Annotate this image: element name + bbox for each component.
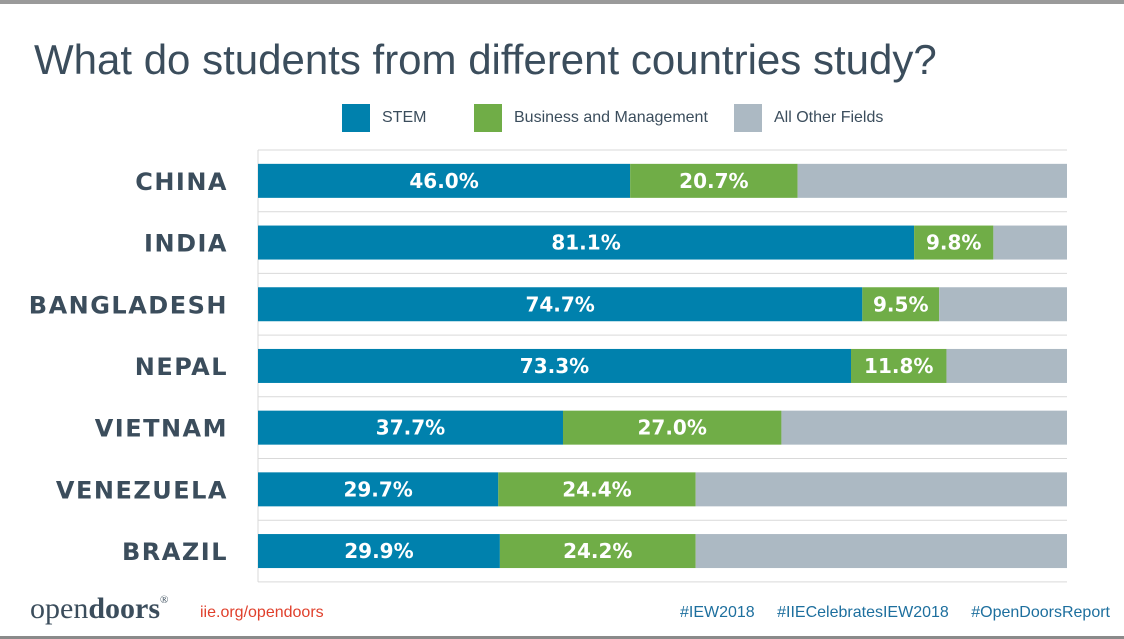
bar-business-and-management-china [630,163,798,198]
category-label-bangladesh: BANGLADESH [29,291,228,319]
value-label-business-and-management-india: 9.8% [926,231,981,255]
bar-stem-china [258,163,631,198]
value-label-stem-vietnam: 37.7% [376,416,445,440]
bar-stem-venezuela [258,472,499,507]
bottom-rule [0,636,1124,639]
legend-swatch-business [474,104,502,132]
chart-title: What do students from different countrie… [34,36,937,83]
legend-swatch-stem [342,104,370,132]
bar-business-and-management-brazil [499,534,696,569]
bar-all-other-fields-india [993,225,1067,260]
value-label-stem-brazil: 29.9% [344,539,413,563]
bar-business-and-management-india [914,225,994,260]
hashtag-iie-celebrates[interactable]: #IIECelebratesIEW2018 [777,604,949,621]
value-label-business-and-management-brazil: 24.2% [563,539,632,563]
bar-stem-nepal [258,348,851,383]
bar-business-and-management-bangladesh [862,287,940,322]
bar-all-other-fields-vietnam [781,410,1067,445]
legend-label-other: All Other Fields [774,109,884,126]
value-label-stem-india: 81.1% [551,231,620,255]
category-label-nepal: NEPAL [135,353,228,381]
value-label-stem-bangladesh: 74.7% [525,292,594,316]
legend-item-stem: STEM [342,104,426,132]
value-label-business-and-management-nepal: 11.8% [864,354,933,378]
bar-all-other-fields-brazil [695,534,1067,569]
top-rule [0,0,1124,4]
bar-stem-brazil [258,534,500,569]
bar-stem-bangladesh [258,287,863,322]
hashtags: #IEW2018 #IIECelebratesIEW2018 #OpenDoor… [662,604,1110,622]
bar-stem-india [258,225,915,260]
value-label-business-and-management-vietnam: 27.0% [638,416,707,440]
bar-business-and-management-nepal [850,348,947,383]
value-label-business-and-management-venezuela: 24.4% [562,477,631,501]
bar-all-other-fields-venezuela [695,472,1067,507]
bar-stem-vietnam [258,410,563,445]
bar-business-and-management-venezuela [498,472,696,507]
category-label-vietnam: VIETNAM [95,415,228,443]
legend-item-business: Business and Management [474,104,708,132]
bar-business-and-management-vietnam [562,410,782,445]
legend-label-business: Business and Management [514,109,708,126]
category-label-china: CHINA [135,168,228,196]
value-label-business-and-management-china: 20.7% [679,169,748,193]
legend-swatch-other [734,104,762,132]
bar-all-other-fields-nepal [946,348,1067,383]
legend: STEM Business and Management All Other F… [0,104,1124,134]
category-label-brazil: BRAZIL [122,538,228,566]
value-label-stem-nepal: 73.3% [520,354,589,378]
bar-all-other-fields-bangladesh [939,287,1067,322]
site-link[interactable]: iie.org/opendoors [200,604,324,621]
bar-all-other-fields-china [797,163,1067,198]
value-label-business-and-management-bangladesh: 9.5% [873,292,928,316]
hashtag-iew2018[interactable]: #IEW2018 [679,604,755,621]
hashtag-opendoors-report[interactable]: #OpenDoorsReport [971,604,1110,621]
legend-label-stem: STEM [382,109,427,126]
footer: opendoors® iie.org/opendoors #IEW2018 #I… [0,592,1124,632]
legend-item-other: All Other Fields [734,104,883,132]
category-label-india: INDIA [144,230,228,258]
opendoors-logo: opendoors® [30,592,169,625]
category-label-venezuela: VENEZUELA [56,476,228,504]
value-label-stem-china: 46.0% [409,169,478,193]
value-label-stem-venezuela: 29.7% [343,477,412,501]
